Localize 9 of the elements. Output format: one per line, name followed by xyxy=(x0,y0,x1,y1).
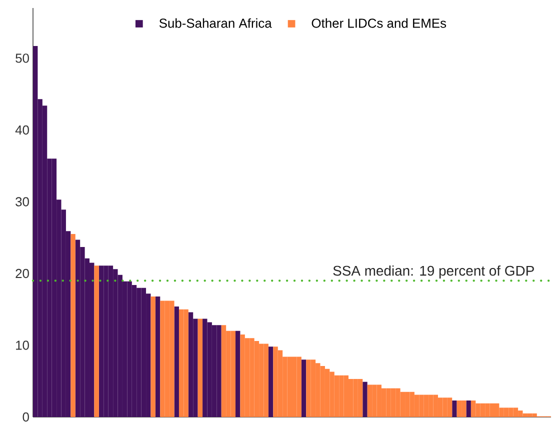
y-tick-label: 50 xyxy=(16,54,29,63)
y-tick-label: 40 xyxy=(15,125,29,135)
y-tick-label: 0 xyxy=(22,412,29,422)
legend-label: Sub-Saharan Africa xyxy=(159,18,272,28)
y-tick-label: 30 xyxy=(16,197,29,206)
ref-line-label: SSA median: 19 percent of GDP xyxy=(333,265,534,278)
y-tick-label: 20 xyxy=(16,268,29,278)
y-tick-label: 10 xyxy=(16,340,29,350)
legend-label: Other LIDCs and EMEs xyxy=(312,18,446,28)
